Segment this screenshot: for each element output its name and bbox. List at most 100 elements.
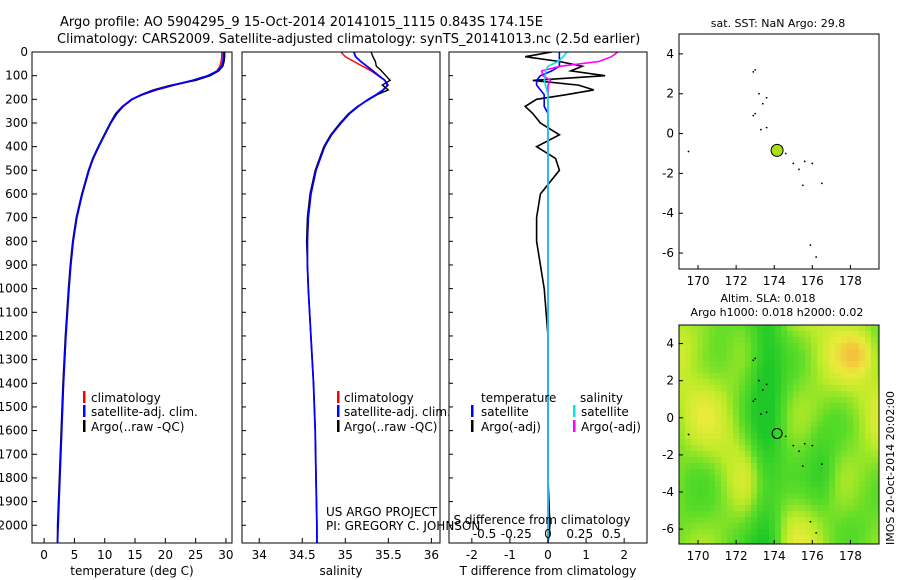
sla-map-cell — [763, 451, 769, 457]
sla-map-cell — [763, 523, 769, 529]
sla-map-cell — [799, 445, 805, 451]
sla-map-cell — [865, 379, 871, 385]
sla-map-cell — [769, 487, 775, 493]
sla-map-cell — [697, 337, 703, 343]
sla-map-cell — [763, 421, 769, 427]
sla-map-cell — [859, 397, 865, 403]
sla-map-cell — [787, 523, 793, 529]
sla-map-cell — [793, 529, 799, 535]
sla-map-cell — [691, 541, 697, 544]
sla-map-cell — [685, 487, 691, 493]
sla-map-cell — [691, 367, 697, 373]
sla-map-cell — [739, 367, 745, 373]
sla-map-cell — [745, 463, 751, 469]
sla-map-cell — [775, 325, 781, 331]
sla-map-cell — [859, 529, 865, 535]
sla-map-cell — [865, 349, 871, 355]
sla-map-cell — [793, 379, 799, 385]
sla-map-cell — [847, 367, 853, 373]
sla-map-cell — [841, 469, 847, 475]
sla-map-cell — [745, 475, 751, 481]
sla-map-cell — [757, 373, 763, 379]
sla-map-cell — [733, 493, 739, 499]
sla-map-cell — [745, 499, 751, 505]
sla-map-cell — [805, 475, 811, 481]
sla-map-cell — [769, 517, 775, 523]
sla-map-cell — [733, 499, 739, 505]
sla-map-cell — [775, 343, 781, 349]
temperature-xtick-label: 25 — [188, 548, 203, 562]
sla-map-cell — [817, 439, 823, 445]
sla-map-cell — [697, 463, 703, 469]
sla-map-cell — [853, 535, 859, 541]
sla-map-cell — [841, 433, 847, 439]
sla-map-cell — [733, 427, 739, 433]
sla-map-cell — [847, 385, 853, 391]
sla-map-cell — [745, 337, 751, 343]
sla-map-cell — [775, 415, 781, 421]
sla-map-cell — [799, 361, 805, 367]
sla-map-cell — [715, 379, 721, 385]
sla-map-cell — [835, 421, 841, 427]
sla-map-cell — [715, 331, 721, 337]
sla-map-cell — [697, 355, 703, 361]
sst-map: sat. SST: NaN Argo: 29.8 170 172 174 176 178… — [662, 17, 880, 288]
legend-label-argo: Argo(..raw -QC) — [344, 420, 437, 434]
sla-map-cell — [787, 361, 793, 367]
sla-map-cell — [865, 451, 871, 457]
sla-map-cell — [691, 403, 697, 409]
sla-map-cell — [721, 361, 727, 367]
sla-map-cell — [787, 529, 793, 535]
sla-map-cell — [721, 403, 727, 409]
sla-map-cell — [733, 385, 739, 391]
sla-map-cell — [871, 463, 877, 469]
sla-map-cell — [805, 421, 811, 427]
sla-map-cell — [721, 523, 727, 529]
sla-map-cell — [745, 523, 751, 529]
sla-map-cell — [691, 421, 697, 427]
sla-map-cell — [733, 511, 739, 517]
sla-map-cell — [709, 397, 715, 403]
sla-map-cell — [763, 517, 769, 523]
sla-map-cell — [877, 523, 879, 529]
sla-map-cell — [799, 481, 805, 487]
sla-map-cell — [703, 487, 709, 493]
sla-map-cell — [691, 379, 697, 385]
depth-ytick-label: 1900 — [0, 495, 28, 509]
sla-map-cell — [811, 337, 817, 343]
sla-map-cell — [787, 331, 793, 337]
sla-map-cell — [877, 325, 879, 331]
sla-map-cell — [715, 445, 721, 451]
sla-map-cell — [691, 505, 697, 511]
sla-map-cell — [715, 403, 721, 409]
sla-map-cell — [817, 367, 823, 373]
sla-map-cell — [859, 325, 865, 331]
sla-map-cell — [793, 463, 799, 469]
sla-map-cell — [853, 469, 859, 475]
sla-map-cell — [811, 349, 817, 355]
sla-map-cell — [835, 475, 841, 481]
sla-map-cell — [709, 421, 715, 427]
sla-map-float-marker — [771, 427, 783, 439]
sla-map-cell — [865, 427, 871, 433]
sla-map-cell — [805, 481, 811, 487]
sla-map-cell — [847, 421, 853, 427]
sla-map-cell — [841, 535, 847, 541]
depth-ytick-label: 1800 — [0, 471, 28, 485]
sla-map-cell — [751, 475, 757, 481]
sla-map-cell — [679, 541, 685, 544]
sla-map-cell — [817, 481, 823, 487]
sla-map-cell — [823, 397, 829, 403]
sla-map-cell — [685, 529, 691, 535]
timestamp-stamp: IMOS 20-Oct-2014 20:02:00 — [884, 391, 897, 545]
sla-map-cell — [757, 355, 763, 361]
sla-map-cell — [811, 457, 817, 463]
sla-map-cell — [697, 397, 703, 403]
sla-map-cell — [865, 511, 871, 517]
sla-map-cell — [805, 511, 811, 517]
sla-map-cell — [823, 337, 829, 343]
sla-map-cell — [841, 391, 847, 397]
sla-map-cell — [859, 541, 865, 544]
sla-map-cell — [745, 385, 751, 391]
sla-map-cell — [841, 385, 847, 391]
